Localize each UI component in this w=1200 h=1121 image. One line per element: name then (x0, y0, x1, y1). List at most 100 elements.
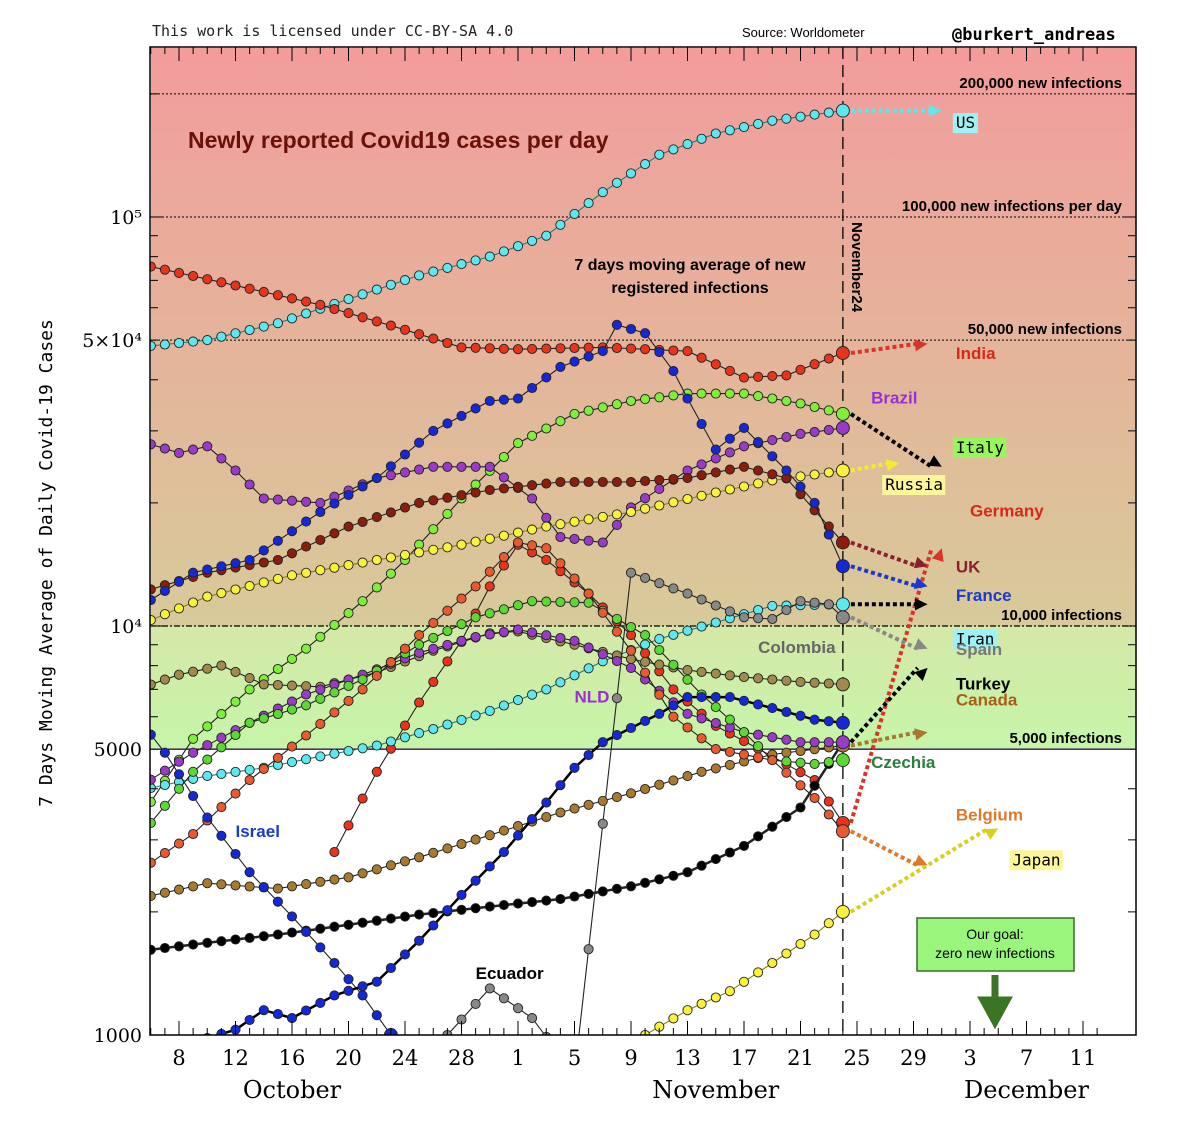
data-point (470, 487, 481, 498)
data-point (512, 537, 524, 548)
data-point (640, 877, 651, 888)
data-point (738, 481, 750, 492)
data-point (484, 581, 495, 592)
series-layer (150, 103, 850, 1035)
data-point (315, 631, 326, 642)
data-point (329, 990, 340, 1001)
data-point (315, 299, 326, 310)
data-point (484, 251, 495, 262)
data-point (654, 347, 665, 358)
series-india (150, 261, 850, 383)
data-point (738, 840, 750, 851)
x-tick-label: 3 (963, 1046, 976, 1070)
x-tick-label: 29 (900, 1046, 927, 1070)
data-point (541, 423, 552, 434)
threshold-label: 10,000 infections (1001, 607, 1122, 624)
today-label: November24 (848, 222, 865, 313)
goal-box: Our goal: zero new infections (916, 917, 1075, 1030)
data-point (668, 700, 679, 711)
data-point (428, 617, 439, 628)
data-point (188, 336, 199, 347)
data-point (781, 465, 792, 476)
data-point (569, 342, 580, 354)
data-point (286, 757, 298, 768)
data-point (583, 944, 594, 955)
data-point (258, 493, 269, 504)
data-point (343, 974, 354, 985)
data-point (258, 286, 269, 297)
data-point (809, 737, 820, 748)
data-point (343, 919, 354, 930)
data-point (555, 476, 566, 488)
arrowhead-icon (932, 548, 944, 562)
data-point (202, 754, 213, 765)
data-point (668, 144, 679, 155)
data-point (470, 875, 481, 886)
data-point (484, 705, 495, 716)
data-point (498, 246, 509, 257)
data-point (150, 615, 156, 626)
data-point (202, 441, 213, 452)
data-point (583, 351, 594, 362)
data-point (329, 498, 340, 509)
data-point (767, 755, 778, 766)
label-colombia: Colombia (758, 638, 836, 657)
data-point (329, 528, 340, 539)
data-point (527, 1013, 538, 1024)
data-point (442, 905, 453, 916)
data-point (795, 757, 806, 768)
data-point (357, 516, 368, 527)
data-point (470, 612, 481, 623)
data-point (484, 608, 495, 619)
data-point (173, 337, 185, 349)
data-point (753, 741, 764, 752)
data-point (428, 643, 439, 654)
x-tick-label: 13 (674, 1046, 701, 1070)
data-point (696, 766, 707, 777)
data-point (738, 422, 750, 433)
data-point (555, 596, 566, 608)
data-point (654, 500, 665, 511)
data-point (795, 428, 806, 439)
data-point (835, 904, 850, 919)
data-point (399, 449, 411, 460)
data-point (668, 775, 679, 786)
data-point (272, 535, 283, 546)
data-point (555, 807, 566, 818)
data-point (385, 279, 396, 290)
data-point (767, 703, 778, 714)
data-point (357, 743, 368, 754)
data-point (809, 780, 820, 791)
data-point (414, 270, 425, 281)
data-point (527, 596, 538, 607)
data-point (527, 480, 538, 491)
data-point (371, 864, 382, 875)
label-bg (952, 113, 978, 134)
data-point (611, 883, 622, 894)
data-point (682, 473, 693, 484)
data-point (809, 758, 820, 769)
data-point (541, 630, 552, 641)
data-point (753, 729, 764, 740)
data-point (428, 495, 439, 506)
data-point (835, 735, 850, 750)
data-point (385, 860, 396, 871)
data-point (753, 371, 764, 382)
data-point (286, 570, 298, 581)
data-point (385, 320, 396, 331)
x-tick-label: 24 (392, 1046, 419, 1070)
data-point (682, 674, 693, 685)
data-point (371, 582, 382, 593)
data-point (640, 648, 651, 659)
data-point (498, 627, 509, 638)
data-point (272, 883, 283, 894)
data-point (724, 365, 735, 376)
data-point (781, 756, 792, 767)
data-point (371, 284, 382, 295)
data-point (498, 900, 509, 911)
data-point (625, 621, 637, 633)
data-point (795, 111, 806, 122)
data-point (315, 497, 326, 508)
data-point (315, 506, 326, 518)
data-point (173, 603, 185, 614)
